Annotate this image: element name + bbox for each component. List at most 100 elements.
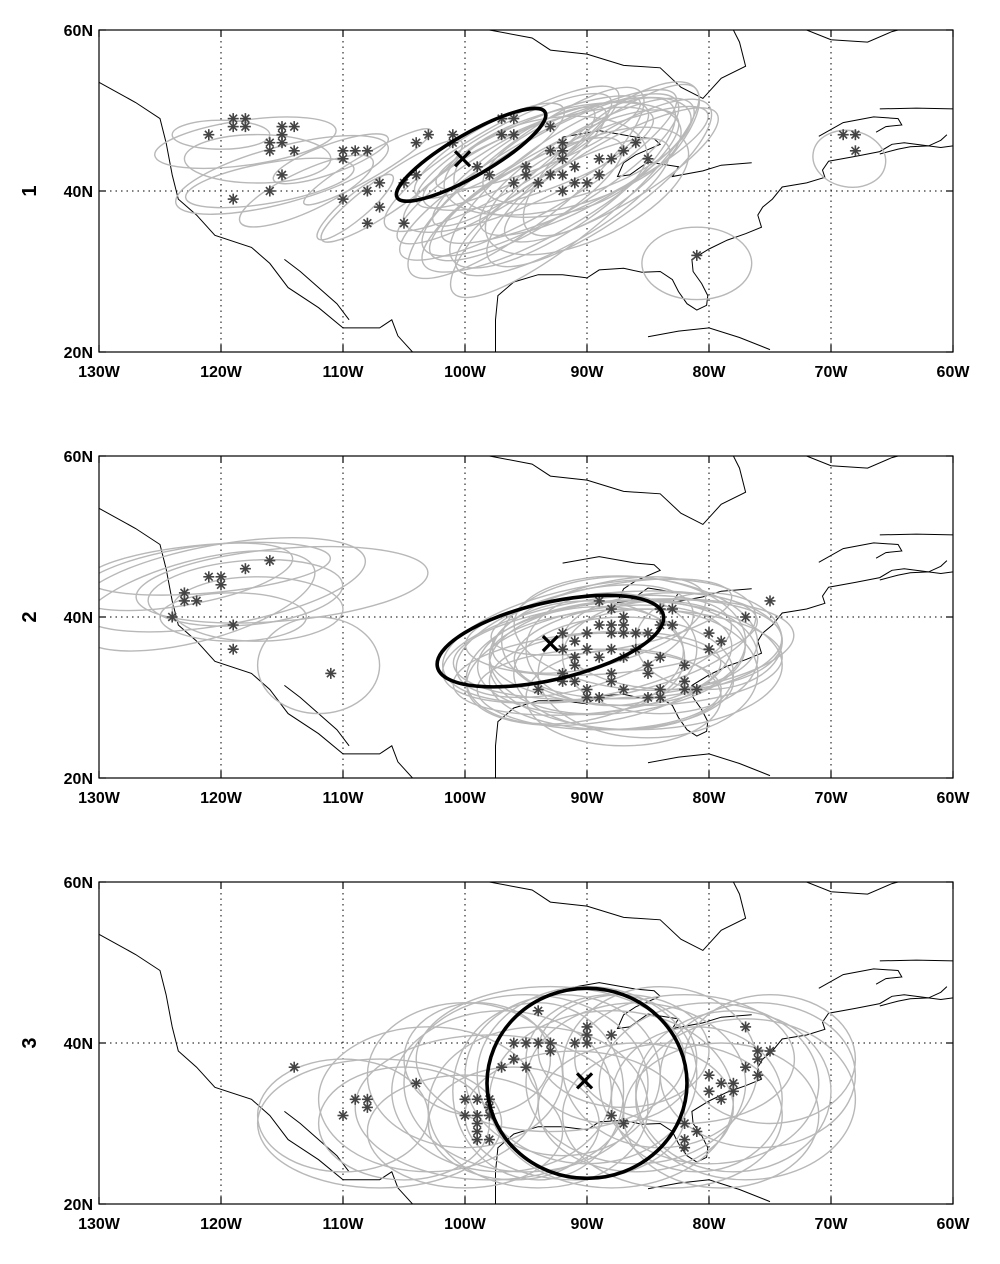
star-marker bbox=[398, 217, 410, 229]
star-marker bbox=[215, 571, 227, 583]
star-marker bbox=[593, 595, 605, 607]
coastline-hisp bbox=[782, 780, 849, 791]
star-marker bbox=[264, 137, 276, 149]
x-tick-label: 90W bbox=[571, 790, 605, 807]
coastline-labrador bbox=[879, 533, 953, 536]
star-marker bbox=[239, 121, 251, 133]
star-marker bbox=[544, 121, 556, 133]
mean-ellipse bbox=[394, 106, 548, 203]
star-marker bbox=[557, 643, 569, 655]
y-tick-label: 20N bbox=[64, 1197, 93, 1214]
member-ellipse bbox=[403, 994, 649, 1173]
star-marker bbox=[654, 651, 666, 663]
star-marker bbox=[532, 1005, 544, 1017]
star-marker bbox=[679, 1142, 691, 1154]
x-tick-label: 130W bbox=[78, 1216, 121, 1233]
member-ellipse bbox=[449, 83, 700, 299]
coastline-hudsonE bbox=[806, 882, 899, 895]
star-marker bbox=[630, 627, 642, 639]
star-marker bbox=[703, 643, 715, 655]
star-marker bbox=[679, 675, 691, 687]
star-marker bbox=[422, 129, 434, 141]
star-marker bbox=[483, 1134, 495, 1146]
star-marker bbox=[837, 129, 849, 141]
member-ellipse bbox=[256, 1058, 430, 1173]
x-tick-label: 110W bbox=[323, 364, 365, 381]
member-ellipse bbox=[99, 541, 332, 596]
star-marker bbox=[679, 684, 691, 695]
y-tick-label: 20N bbox=[64, 771, 93, 788]
star-marker bbox=[740, 611, 752, 623]
member-ellipse bbox=[238, 154, 374, 228]
member-ellipse bbox=[184, 157, 355, 209]
star-marker bbox=[618, 1118, 630, 1129]
star-marker bbox=[264, 145, 276, 157]
coastline-west bbox=[99, 507, 414, 778]
star-marker bbox=[203, 129, 215, 141]
star-marker bbox=[471, 1126, 483, 1137]
member-ellipse bbox=[99, 542, 294, 612]
star-marker bbox=[703, 627, 715, 639]
star-marker bbox=[227, 193, 239, 205]
star-marker bbox=[605, 1110, 617, 1121]
star-marker bbox=[544, 1045, 556, 1057]
member-ellipse bbox=[435, 95, 642, 191]
x-tick-label: 80W bbox=[693, 790, 727, 807]
y-tick-label: 60N bbox=[64, 449, 93, 466]
star-marker bbox=[337, 193, 349, 205]
y-tick-label: 40N bbox=[64, 1036, 93, 1053]
star-marker bbox=[618, 627, 630, 639]
coastline-newfound bbox=[952, 980, 953, 981]
member-ellipse bbox=[525, 648, 722, 747]
star-marker bbox=[581, 692, 593, 703]
coastline-nova bbox=[879, 560, 948, 581]
star-marker bbox=[227, 619, 239, 631]
member-ellipse bbox=[135, 545, 429, 624]
star-marker bbox=[581, 643, 593, 655]
x-tick-label: 70W bbox=[815, 1216, 849, 1233]
coastline-lakes bbox=[562, 982, 752, 1030]
member-ellipse bbox=[427, 1066, 600, 1181]
member-ellipse bbox=[303, 128, 432, 206]
star-marker bbox=[605, 667, 617, 679]
member-ellipse bbox=[256, 1058, 503, 1189]
x-tick-label: 120W bbox=[200, 1216, 243, 1233]
panel-label: 1 bbox=[19, 185, 41, 196]
x-tick-label: 70W bbox=[815, 790, 849, 807]
centroid-marker bbox=[453, 150, 472, 168]
star-marker bbox=[752, 1053, 764, 1065]
x-tick-label: 120W bbox=[200, 364, 243, 381]
star-marker bbox=[264, 555, 276, 567]
x-tick-label: 90W bbox=[571, 364, 605, 381]
star-marker bbox=[471, 1093, 483, 1105]
coastline-stlaw bbox=[818, 542, 903, 563]
mean-ellipse bbox=[485, 986, 689, 1181]
coastline-hisp bbox=[782, 354, 849, 365]
map-content bbox=[99, 30, 953, 365]
star-marker bbox=[508, 1037, 520, 1049]
member-ellipse bbox=[454, 137, 671, 277]
star-marker bbox=[642, 659, 654, 671]
member-ellipse bbox=[396, 105, 607, 245]
x-tick-label: 80W bbox=[693, 1216, 727, 1233]
star-marker bbox=[349, 1093, 361, 1105]
star-marker bbox=[727, 1085, 739, 1097]
star-marker bbox=[239, 563, 251, 575]
star-marker bbox=[654, 684, 666, 695]
star-marker bbox=[569, 659, 581, 671]
coastline-stlaw bbox=[818, 968, 903, 989]
star-marker bbox=[740, 1021, 752, 1033]
star-marker bbox=[605, 675, 617, 687]
member-ellipse bbox=[428, 136, 624, 262]
x-tick-label: 100W bbox=[444, 1216, 487, 1233]
member-ellipse bbox=[641, 226, 753, 301]
star-marker bbox=[764, 595, 776, 607]
member-ellipse bbox=[635, 592, 783, 691]
coastline-nova bbox=[879, 134, 948, 155]
map-panel-1: 130W 120W 110W 100W 90W 80W 70W 60W 20N 40N 60N 1 bbox=[19, 23, 970, 381]
star-marker bbox=[337, 1110, 349, 1121]
star-marker bbox=[666, 619, 678, 631]
star-marker bbox=[276, 169, 288, 181]
star-marker bbox=[520, 1037, 532, 1049]
